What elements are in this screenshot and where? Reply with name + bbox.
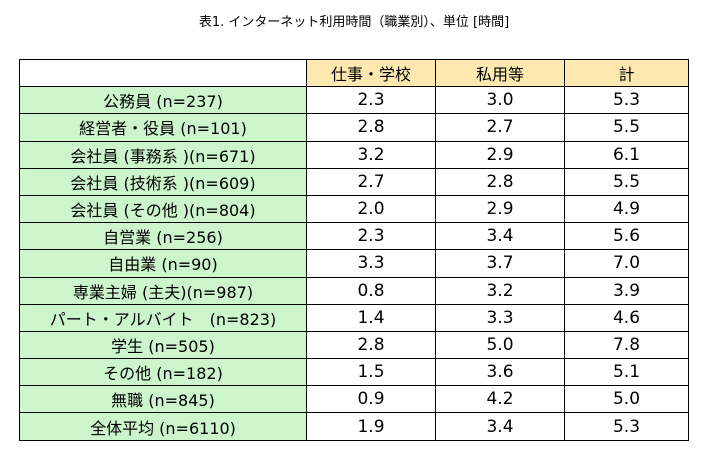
table-row: 専業主婦 (主夫)(n=987) 0.8 3.2 3.9 [19,276,689,305]
work-school-value: 1.4 [306,303,436,332]
corner-cell [19,58,307,88]
row-label: 自由業 (n=90) [19,249,307,278]
work-school-value: 2.3 [306,222,436,251]
total-value: 4.6 [564,303,689,332]
table-row: 無職 (n=845) 0.9 4.2 5.0 [19,385,689,414]
table-row: 公務員 (n=237) 2.3 3.0 5.3 [19,86,689,115]
table-row: パート・アルバイト (n=823) 1.4 3.3 4.6 [19,303,689,332]
work-school-value: 2.3 [306,86,436,115]
table-row: 会社員 (事務系 )(n=671) 3.2 2.9 6.1 [19,140,689,169]
row-label: 会社員 (その他 )(n=804) [19,194,307,224]
table-row: 全体平均 (n=6110) 1.9 3.4 5.3 [19,412,689,441]
work-school-value: 1.5 [306,358,436,387]
private-value: 3.4 [435,222,565,251]
work-school-value: 2.8 [306,330,436,360]
private-value: 2.9 [435,194,565,224]
private-value: 4.2 [435,385,565,414]
private-value: 3.0 [435,86,565,115]
work-school-value: 0.8 [306,276,436,305]
total-value: 3.9 [564,276,689,305]
total-value: 5.1 [564,358,689,387]
private-value: 3.4 [435,412,565,441]
work-school-value: 0.9 [306,385,436,414]
row-label: 全体平均 (n=6110) [19,412,307,441]
column-header-work-school: 仕事・学校 [306,58,436,88]
work-school-value: 1.9 [306,412,436,441]
row-label: 会社員 (事務系 )(n=671) [19,140,307,169]
row-label: 専業主婦 (主夫)(n=987) [19,276,307,305]
work-school-value: 3.3 [306,249,436,278]
row-label: 経営者・役員 (n=101) [19,113,307,142]
row-label: その他 (n=182) [19,358,307,387]
total-value: 7.8 [564,330,689,360]
internet-usage-table: 仕事・学校 私用等 計 公務員 (n=237) 2.3 3.0 5.3 経営者・役員 (… [19,58,689,441]
private-value: 3.6 [435,358,565,387]
private-value: 3.2 [435,276,565,305]
header-row: 仕事・学校 私用等 計 [19,58,689,88]
private-value: 3.3 [435,303,565,332]
row-label: 無職 (n=845) [19,385,307,414]
table-row: 会社員 (その他 )(n=804) 2.0 2.9 4.9 [19,194,689,224]
row-label: 学生 (n=505) [19,330,307,360]
work-school-value: 2.7 [306,167,436,196]
total-value: 5.6 [564,222,689,251]
row-label: パート・アルバイト (n=823) [19,303,307,332]
work-school-value: 2.0 [306,194,436,224]
table-caption: 表1. インターネット利用時間（職業別）、単位 [時間] [198,15,510,30]
row-label: 自営業 (n=256) [19,222,307,251]
total-value: 5.3 [564,86,689,115]
table-row: 自営業 (n=256) 2.3 3.4 5.6 [19,222,689,251]
total-value: 5.3 [564,412,689,441]
total-value: 6.1 [564,140,689,169]
private-value: 2.9 [435,140,565,169]
table-row: 自由業 (n=90) 3.3 3.7 7.0 [19,249,689,278]
total-value: 5.5 [564,113,689,142]
private-value: 2.7 [435,113,565,142]
private-value: 5.0 [435,330,565,360]
column-header-total: 計 [564,58,689,88]
total-value: 7.0 [564,249,689,278]
table-row: 会社員 (技術系 )(n=609) 2.7 2.8 5.5 [19,167,689,196]
total-value: 5.5 [564,167,689,196]
table-row: 経営者・役員 (n=101) 2.8 2.7 5.5 [19,113,689,142]
private-value: 2.8 [435,167,565,196]
private-value: 3.7 [435,249,565,278]
table-row: 学生 (n=505) 2.8 5.0 7.8 [19,330,689,360]
work-school-value: 2.8 [306,113,436,142]
table-row: その他 (n=182) 1.5 3.6 5.1 [19,358,689,387]
work-school-value: 3.2 [306,140,436,169]
row-label: 会社員 (技術系 )(n=609) [19,167,307,196]
total-value: 4.9 [564,194,689,224]
total-value: 5.0 [564,385,689,414]
row-label: 公務員 (n=237) [19,86,307,115]
column-header-private: 私用等 [435,58,565,88]
